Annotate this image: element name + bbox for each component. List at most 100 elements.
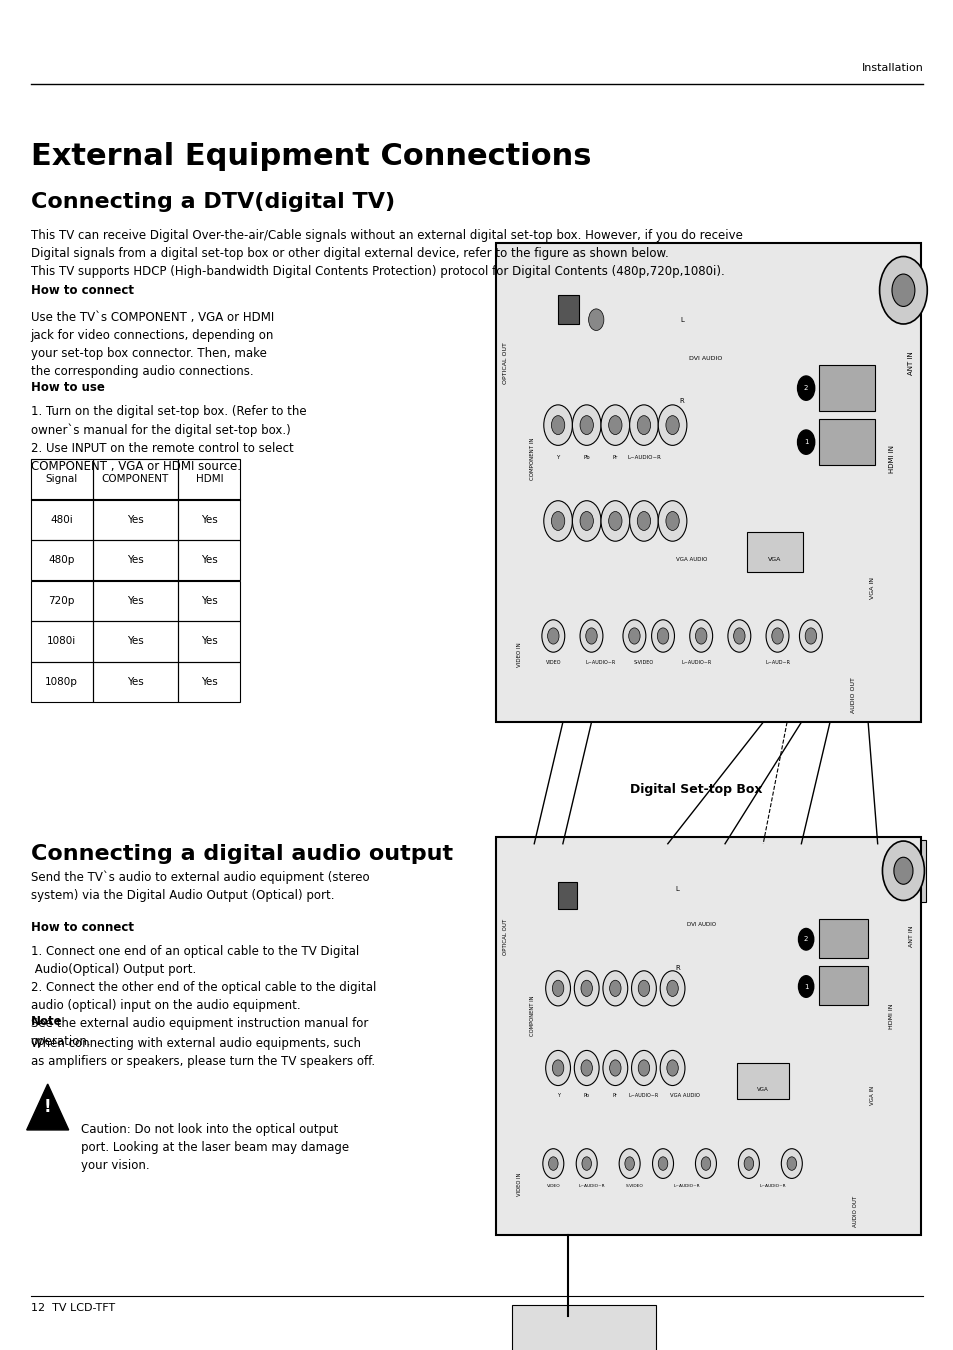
Text: VGA: VGA: [767, 556, 781, 562]
Text: 480p: 480p: [49, 555, 74, 566]
FancyBboxPatch shape: [818, 364, 874, 410]
Text: Note: Note: [30, 1015, 62, 1029]
Text: VGA AUDIO: VGA AUDIO: [669, 1094, 700, 1099]
Text: COMPONENT IN: COMPONENT IN: [529, 996, 535, 1037]
FancyBboxPatch shape: [512, 1305, 656, 1350]
Bar: [558, 294, 578, 324]
Text: Yes: Yes: [127, 595, 144, 606]
FancyBboxPatch shape: [818, 919, 867, 958]
Circle shape: [665, 416, 679, 435]
Circle shape: [579, 620, 602, 652]
Text: Yes: Yes: [201, 555, 217, 566]
Bar: [30, 580, 92, 621]
Circle shape: [624, 1157, 634, 1170]
Bar: [30, 662, 92, 702]
Circle shape: [574, 1050, 598, 1085]
Text: Installation: Installation: [861, 63, 923, 73]
Text: Y: Y: [556, 1094, 559, 1099]
Text: 1: 1: [803, 439, 807, 446]
Circle shape: [543, 501, 572, 541]
Text: COMPONENT: COMPONENT: [102, 474, 169, 485]
Text: AUDIO OUT: AUDIO OUT: [852, 1195, 858, 1227]
Circle shape: [657, 628, 668, 644]
Text: ANT IN: ANT IN: [907, 926, 913, 948]
Text: Yes: Yes: [201, 595, 217, 606]
Bar: [30, 459, 92, 500]
Text: 1080p: 1080p: [45, 676, 78, 687]
FancyBboxPatch shape: [496, 837, 920, 1235]
Bar: [92, 540, 178, 580]
Circle shape: [879, 256, 926, 324]
Text: 1. Turn on the digital set-top box. (Refer to the
owner`s manual for the digital: 1. Turn on the digital set-top box. (Ref…: [30, 405, 306, 472]
Circle shape: [651, 620, 674, 652]
Circle shape: [552, 980, 563, 996]
Circle shape: [548, 1157, 558, 1170]
Bar: [30, 621, 92, 662]
Text: Use the TV`s COMPONENT , VGA or HDMI
jack for video connections, depending on
yo: Use the TV`s COMPONENT , VGA or HDMI jac…: [30, 310, 274, 378]
Text: Yes: Yes: [127, 555, 144, 566]
Text: VIDEO IN: VIDEO IN: [517, 643, 522, 667]
FancyBboxPatch shape: [746, 532, 802, 571]
Text: L~AUDIO~R: L~AUDIO~R: [759, 1184, 785, 1188]
Text: External Equipment Connections: External Equipment Connections: [30, 142, 591, 170]
Circle shape: [637, 416, 650, 435]
Bar: [178, 662, 240, 702]
Circle shape: [689, 620, 712, 652]
Text: 1080i: 1080i: [47, 636, 76, 647]
Circle shape: [629, 405, 658, 446]
Circle shape: [659, 971, 684, 1006]
Circle shape: [695, 1149, 716, 1179]
Text: DVI AUDIO: DVI AUDIO: [686, 922, 715, 927]
FancyBboxPatch shape: [737, 1064, 788, 1099]
Circle shape: [797, 429, 814, 454]
Text: L~AUDIO~R: L~AUDIO~R: [626, 455, 660, 460]
FancyBboxPatch shape: [517, 840, 613, 902]
Text: HDMI IN: HDMI IN: [888, 444, 894, 472]
Text: Yes: Yes: [201, 636, 217, 647]
Text: Signal: Signal: [46, 474, 77, 485]
Text: VGA IN: VGA IN: [869, 576, 875, 599]
Text: Digital Set-top Box: Digital Set-top Box: [630, 783, 761, 796]
Circle shape: [629, 501, 658, 541]
Circle shape: [543, 405, 572, 446]
Text: Connecting a DTV(digital TV): Connecting a DTV(digital TV): [30, 192, 395, 212]
Circle shape: [618, 1149, 639, 1179]
Circle shape: [797, 375, 814, 400]
Text: !: !: [44, 1098, 51, 1116]
Text: OPTICAL OUT: OPTICAL OUT: [502, 918, 508, 954]
Circle shape: [666, 980, 678, 996]
Text: ANT IN: ANT IN: [907, 351, 913, 375]
Text: OPTICAL OUT: OPTICAL OUT: [502, 342, 508, 383]
Circle shape: [581, 1157, 591, 1170]
Text: 480i: 480i: [51, 514, 72, 525]
Text: L: L: [675, 886, 679, 892]
Text: R: R: [675, 965, 679, 972]
Text: Pb: Pb: [582, 455, 590, 460]
Text: S-VIDEO: S-VIDEO: [625, 1184, 642, 1188]
Circle shape: [665, 512, 679, 531]
Circle shape: [580, 1060, 592, 1076]
Circle shape: [765, 620, 788, 652]
FancyBboxPatch shape: [612, 840, 708, 902]
Text: How to connect: How to connect: [30, 921, 133, 934]
Text: VIDEO IN: VIDEO IN: [517, 1172, 522, 1196]
Bar: [178, 621, 240, 662]
Bar: [178, 580, 240, 621]
Text: S-VIDEO: S-VIDEO: [633, 660, 654, 666]
Text: Send the TV`s audio to external audio equipment (stereo
system) via the Digital : Send the TV`s audio to external audio eq…: [30, 871, 369, 902]
Bar: [558, 882, 577, 909]
Circle shape: [552, 1060, 563, 1076]
Circle shape: [666, 1060, 678, 1076]
Circle shape: [572, 405, 600, 446]
Circle shape: [580, 980, 592, 996]
Text: VIDEO: VIDEO: [545, 660, 560, 666]
Circle shape: [652, 1149, 673, 1179]
Circle shape: [743, 1157, 753, 1170]
Circle shape: [638, 980, 649, 996]
Text: Yes: Yes: [201, 514, 217, 525]
Circle shape: [628, 628, 639, 644]
Text: 12  TV LCD-TFT: 12 TV LCD-TFT: [30, 1303, 114, 1312]
Text: 720p: 720p: [49, 595, 74, 606]
Polygon shape: [27, 1084, 69, 1130]
Circle shape: [609, 1060, 620, 1076]
